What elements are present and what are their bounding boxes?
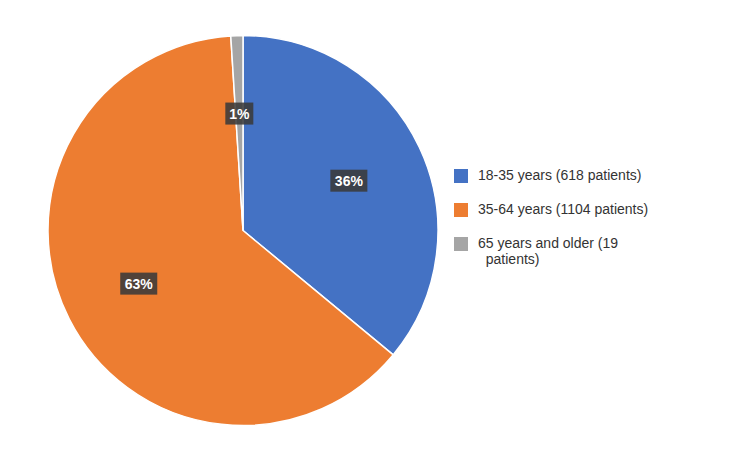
svg-text:63%: 63% [125, 276, 154, 292]
html-text:35-64 years (1104 patients): 35-64 years (1104 patients) [478, 200, 649, 217]
svg-text:1%: 1% [229, 106, 250, 122]
html-text:65 years and older (19 patient: 65 years and older (19 patients) [478, 234, 619, 267]
html-text:18-35 years (618 patients): 18-35 years (618 patients) [478, 166, 642, 183]
svg-text:36%: 36% [335, 173, 364, 189]
